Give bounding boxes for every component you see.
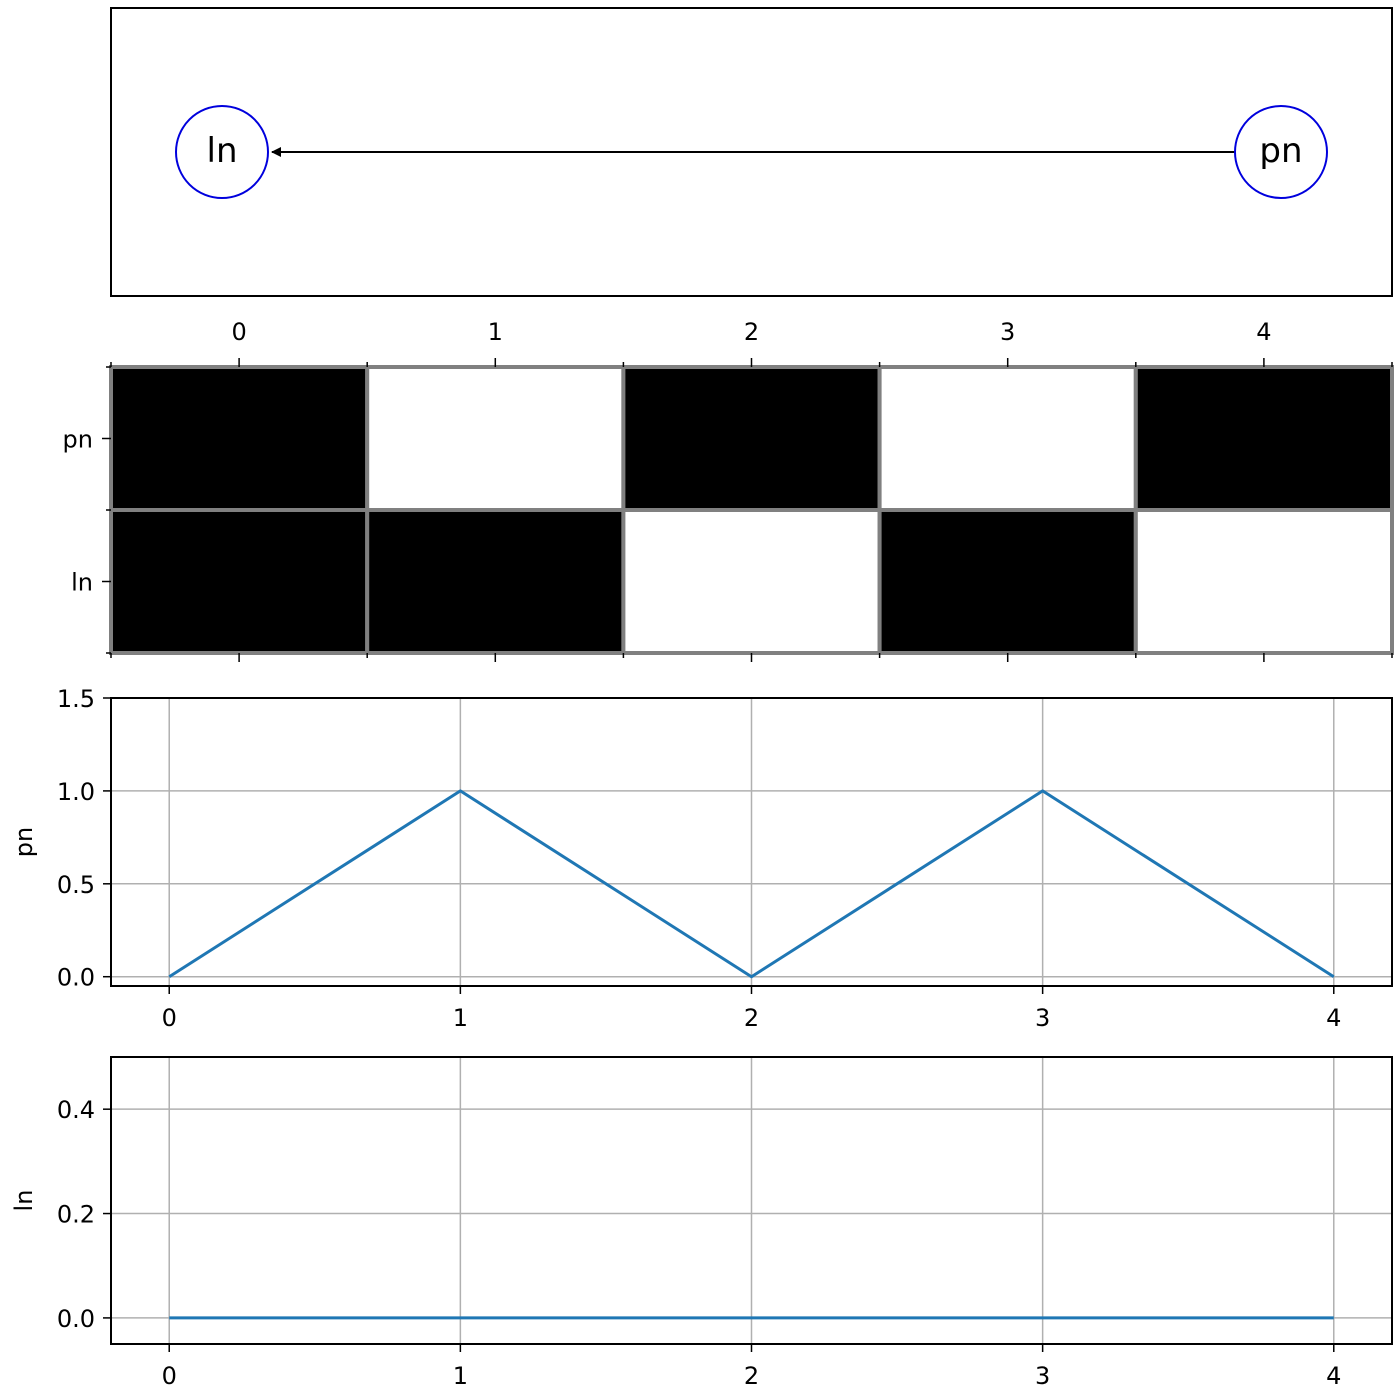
heatmap-cell bbox=[109, 508, 370, 655]
y-tick-label: 1.0 bbox=[57, 778, 95, 806]
heatmap-y-tick-label: pn bbox=[63, 426, 93, 454]
network-panel: ln pn bbox=[110, 7, 1393, 297]
x-tick-label: 0 bbox=[162, 1004, 177, 1032]
heatmap-x-tick-label: 1 bbox=[488, 318, 503, 346]
y-tick-label: 1.5 bbox=[57, 685, 95, 713]
x-tick-label: 2 bbox=[744, 1004, 759, 1032]
y-tick-label: 0.2 bbox=[57, 1201, 95, 1229]
node-ln-label: ln bbox=[207, 131, 238, 171]
x-tick-label: 4 bbox=[1326, 1362, 1341, 1390]
heatmap-cell bbox=[1133, 508, 1395, 655]
heatmap-cell bbox=[877, 508, 1138, 655]
pn-line-panel: 0 1 2 3 4 0.0 0.5 1.0 1.5 pn bbox=[10, 685, 1393, 1032]
y-tick-label: 0.4 bbox=[57, 1096, 95, 1124]
heatmap-cell bbox=[365, 365, 626, 512]
node-pn-label: pn bbox=[1259, 131, 1302, 171]
node-ln bbox=[175, 105, 269, 199]
y-tick-label: 0.5 bbox=[57, 871, 95, 899]
x-tick-label: 1 bbox=[453, 1004, 468, 1032]
network-frame bbox=[110, 7, 1393, 297]
node-pn bbox=[1234, 105, 1328, 199]
y-tick-label: 0.0 bbox=[57, 964, 95, 992]
x-tick-label: 3 bbox=[1035, 1004, 1050, 1032]
heatmap-x-tick-label: 2 bbox=[744, 318, 759, 346]
x-tick-label: 0 bbox=[162, 1362, 177, 1390]
y-axis-label: ln bbox=[10, 1190, 38, 1212]
heatmap-cell bbox=[621, 365, 882, 512]
x-tick-label: 4 bbox=[1326, 1004, 1341, 1032]
series-line bbox=[168, 789, 1335, 979]
heatmap-cell bbox=[621, 508, 882, 655]
ln-line-panel: 0 1 2 3 4 0.0 0.2 0.4 ln bbox=[10, 1056, 1393, 1390]
heatmap-x-tick-label: 4 bbox=[1256, 318, 1271, 346]
heatmap-panel: 0 1 2 3 4 pn ln bbox=[63, 318, 1395, 662]
heatmap-y-tick-label: ln bbox=[71, 569, 93, 597]
heatmap-cell bbox=[877, 365, 1138, 512]
x-tick-label: 1 bbox=[453, 1362, 468, 1390]
x-tick-label: 3 bbox=[1035, 1362, 1050, 1390]
y-tick-label: 0.0 bbox=[57, 1305, 95, 1333]
heatmap-x-tick-label: 0 bbox=[231, 318, 246, 346]
y-axis-label: pn bbox=[10, 827, 38, 857]
heatmap-cell bbox=[1133, 365, 1395, 512]
heatmap-cell bbox=[109, 365, 370, 512]
heatmap-x-tick-label: 3 bbox=[1000, 318, 1015, 346]
heatmap-cell bbox=[365, 508, 626, 655]
x-tick-label: 2 bbox=[744, 1362, 759, 1390]
